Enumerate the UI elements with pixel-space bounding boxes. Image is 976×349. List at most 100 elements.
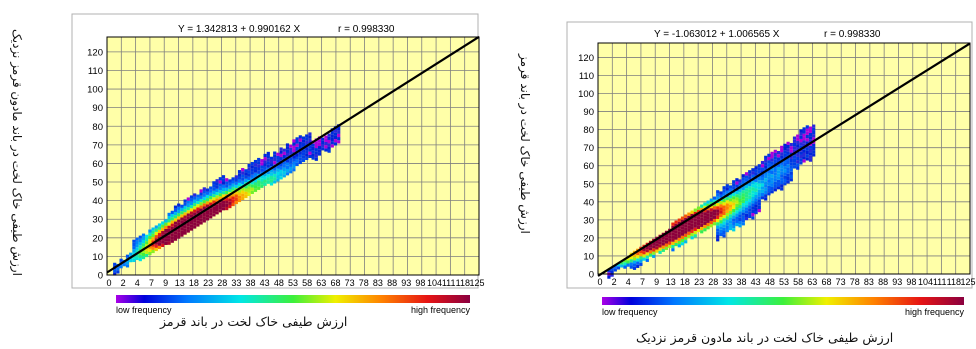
- density-cell: [712, 199, 717, 203]
- density-cell: [770, 170, 774, 175]
- density-cell: [732, 212, 736, 216]
- density-cell: [773, 159, 777, 163]
- density-cell: [273, 161, 277, 165]
- density-cell: [684, 230, 688, 234]
- density-cell: [221, 175, 226, 179]
- density-cell: [783, 182, 787, 186]
- density-cell: [706, 222, 710, 227]
- density-cell: [812, 143, 816, 147]
- density-cell: [141, 243, 146, 247]
- density-cell: [145, 241, 149, 245]
- density-cell: [741, 206, 745, 210]
- legend-low-label: low frequency: [602, 307, 658, 317]
- density-cell: [113, 269, 117, 273]
- density-cell: [337, 133, 341, 138]
- density-cell: [305, 150, 309, 154]
- density-cell: [311, 150, 315, 154]
- density-cell: [177, 229, 181, 233]
- density-cell: [802, 133, 806, 137]
- density-cell: [173, 221, 178, 225]
- density-cell: [719, 207, 723, 211]
- density-cell: [773, 168, 777, 173]
- density-cell: [722, 224, 726, 228]
- density-cell: [725, 222, 729, 226]
- density-cell: [751, 180, 755, 185]
- y-tick-label: 10: [583, 251, 594, 262]
- density-cell: [719, 226, 723, 230]
- density-cell: [257, 183, 261, 187]
- x-tick-label: 83: [373, 278, 383, 288]
- density-cell: [333, 132, 338, 136]
- density-cell: [764, 194, 768, 198]
- density-cell: [330, 144, 334, 148]
- density-cell: [186, 207, 190, 211]
- y-tick-label: 80: [92, 122, 103, 133]
- density-cell: [205, 210, 210, 215]
- density-cell: [636, 251, 640, 256]
- density-cell: [725, 200, 729, 204]
- density-cell: [687, 212, 691, 216]
- density-cell: [295, 153, 299, 157]
- density-cell: [754, 198, 758, 202]
- density-cell: [177, 222, 181, 226]
- density-cell: [138, 235, 142, 239]
- density-cell: [289, 166, 293, 171]
- density-cell: [799, 154, 803, 159]
- density-cell: [792, 162, 797, 166]
- density-cell: [237, 192, 242, 196]
- density-cell: [764, 162, 768, 166]
- density-cell: [145, 244, 149, 248]
- density-cell: [141, 252, 146, 256]
- density-cell: [314, 154, 318, 158]
- density-cell: [764, 178, 768, 182]
- density-cell: [751, 206, 755, 210]
- density-cell: [760, 186, 765, 190]
- density-cell: [783, 143, 787, 147]
- density-cell: [741, 177, 745, 181]
- density-cell: [295, 162, 299, 167]
- density-cell: [658, 241, 662, 245]
- density-cell: [716, 209, 720, 213]
- density-cell: [757, 205, 761, 209]
- density-cell: [786, 160, 790, 165]
- density-cell: [706, 213, 710, 217]
- density-cell: [183, 228, 187, 232]
- density-cell: [639, 256, 643, 260]
- density-cell: [808, 148, 813, 153]
- density-cell: [301, 139, 306, 143]
- density-cell: [183, 209, 187, 213]
- density-cell: [658, 250, 662, 254]
- density-cell: [757, 202, 761, 206]
- density-cell: [728, 223, 733, 227]
- density-cell: [250, 190, 254, 194]
- density-cell: [154, 244, 158, 248]
- density-cell: [266, 151, 270, 156]
- legend-low-label: low frequency: [116, 305, 172, 315]
- density-cell: [205, 214, 210, 218]
- density-cell: [154, 238, 158, 242]
- density-cell: [145, 247, 149, 251]
- density-cell: [706, 206, 710, 211]
- density-cell: [276, 152, 280, 156]
- density-cell: [292, 168, 296, 172]
- density-cell: [279, 163, 283, 167]
- density-cell: [668, 235, 672, 239]
- density-cell: [308, 138, 312, 142]
- density-cell: [199, 189, 203, 193]
- density-cell: [783, 172, 787, 176]
- x-tick-label: 73: [836, 277, 846, 287]
- density-cell: [607, 275, 611, 279]
- density-cell: [253, 172, 258, 176]
- density-cell: [802, 136, 806, 141]
- density-cell: [164, 238, 168, 242]
- density-cell: [250, 187, 254, 191]
- density-cell: [751, 196, 755, 201]
- density-cell: [301, 155, 306, 159]
- density-cell: [247, 186, 251, 190]
- density-cell: [305, 140, 309, 145]
- density-cell: [792, 155, 797, 159]
- density-cell: [786, 157, 790, 161]
- density-cell: [808, 152, 813, 156]
- density-cell: [748, 173, 752, 177]
- density-cell: [257, 167, 261, 171]
